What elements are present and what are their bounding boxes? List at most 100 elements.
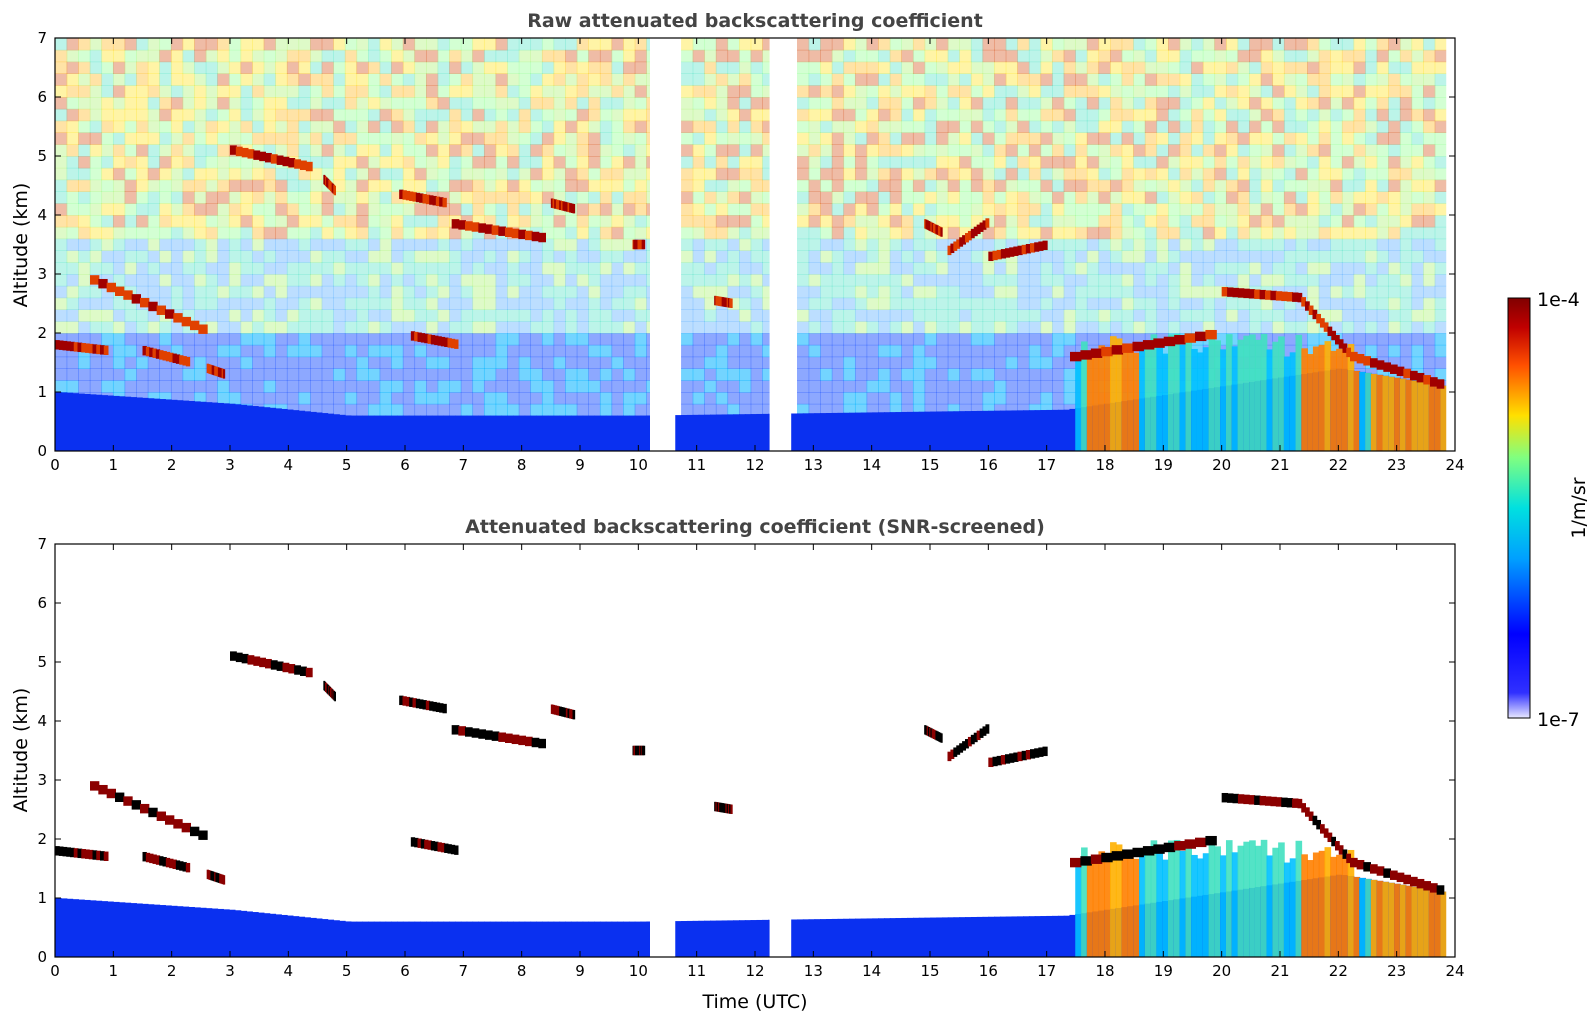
noise-cell — [472, 120, 485, 133]
noise-cell — [1133, 38, 1146, 51]
aerosol-plume-column — [1092, 855, 1100, 957]
noise-cell — [263, 297, 276, 310]
noise-cell — [112, 344, 126, 358]
cloud-layer-segment — [210, 364, 213, 375]
noise-cell — [681, 120, 694, 133]
noise-cell — [1052, 262, 1065, 275]
noise-cell — [356, 49, 369, 63]
noise-cell — [55, 156, 68, 169]
noise-cell — [1144, 49, 1158, 63]
noise-cell — [112, 309, 126, 322]
noise-cell — [1133, 144, 1146, 157]
boundary-layer-column — [512, 921, 520, 957]
aerosol-plume-column — [1191, 348, 1198, 451]
boundary-layer-column — [947, 411, 955, 451]
noise-cell — [936, 215, 949, 228]
noise-cell — [205, 97, 218, 110]
noise-cell — [1423, 203, 1436, 216]
noise-cell — [170, 380, 184, 393]
noise-cell — [1063, 156, 1076, 169]
noise-cell — [947, 144, 960, 157]
noise-cell — [959, 297, 972, 310]
noise-cell — [1388, 97, 1401, 110]
noise-cell — [530, 179, 543, 192]
noise-cell — [1040, 73, 1053, 86]
cloud-layer-segment — [419, 193, 424, 203]
noise-cell — [1144, 97, 1158, 110]
noise-cell — [715, 215, 729, 228]
noise-cell — [333, 191, 346, 204]
noise-cell — [414, 285, 427, 299]
noise-cell — [1017, 167, 1030, 181]
noise-cell — [1307, 132, 1320, 145]
noise-cell — [1075, 250, 1088, 263]
noise-cell — [78, 120, 91, 133]
boundary-layer-column — [402, 921, 410, 957]
noise-cell — [124, 108, 137, 122]
noise-cell — [1353, 262, 1366, 275]
noise-cell — [182, 203, 195, 216]
noise-cell — [994, 238, 1007, 251]
noise-cell — [820, 49, 833, 63]
noise-cell — [727, 144, 740, 157]
cloud-layer-segment — [442, 197, 447, 208]
noise-cell — [623, 120, 636, 133]
noise-cell — [1168, 61, 1181, 74]
noise-cell — [599, 262, 613, 275]
noise-cell — [449, 392, 462, 405]
noise-cell — [472, 167, 485, 181]
noise-cell — [356, 97, 369, 110]
noise-cell — [1110, 61, 1123, 74]
cloud-layer-segment — [988, 251, 994, 262]
noise-cell — [356, 61, 369, 74]
noise-cell — [1318, 132, 1331, 145]
noise-cell — [750, 179, 763, 192]
noise-cell — [402, 97, 416, 110]
cloud-layer-segment — [498, 226, 506, 236]
noise-cell — [1017, 368, 1030, 381]
x-tick-label: 1 — [109, 456, 119, 474]
noise-cell — [1110, 285, 1123, 299]
noise-cell — [1411, 61, 1424, 74]
noise-cell — [1028, 167, 1042, 181]
noise-cell — [820, 73, 833, 86]
noise-cell — [1237, 262, 1250, 275]
aerosol-plume-column — [1353, 370, 1361, 451]
noise-cell — [843, 156, 856, 169]
noise-cell — [1353, 179, 1366, 192]
noise-cell — [553, 403, 566, 417]
noise-cell — [634, 274, 647, 287]
noise-cell — [878, 226, 891, 240]
noise-cell — [101, 297, 114, 310]
noise-cell — [101, 321, 114, 334]
noise-cell — [379, 85, 392, 98]
noise-cell — [912, 85, 926, 98]
noise-cell — [344, 356, 358, 369]
noise-cell — [89, 73, 103, 86]
noise-cell — [194, 132, 207, 145]
noise-cell — [147, 38, 161, 51]
noise-cell — [553, 333, 566, 346]
noise-cell — [402, 144, 416, 157]
noise-cell — [298, 73, 311, 86]
noise-cell — [1318, 238, 1331, 251]
data-gap — [769, 38, 790, 451]
noise-cell — [889, 179, 903, 192]
noise-cell — [495, 167, 508, 181]
noise-cell — [182, 167, 195, 181]
noise-cell — [1225, 61, 1239, 74]
boundary-layer-column — [78, 393, 85, 451]
noise-cell — [1434, 179, 1447, 192]
cloud-layer-segment — [1320, 318, 1325, 328]
cloud-layer-segment — [1356, 353, 1365, 364]
noise-cell — [1133, 238, 1146, 251]
noise-cell — [228, 238, 242, 251]
noise-cell — [194, 49, 207, 63]
noise-cell — [1341, 250, 1355, 263]
noise-cell — [1075, 97, 1088, 110]
noise-cell — [1365, 156, 1378, 169]
noise-cell — [530, 61, 543, 74]
noise-cell — [1365, 297, 1378, 310]
cloud-layer-segment — [1327, 326, 1333, 337]
noise-cell — [472, 73, 485, 86]
